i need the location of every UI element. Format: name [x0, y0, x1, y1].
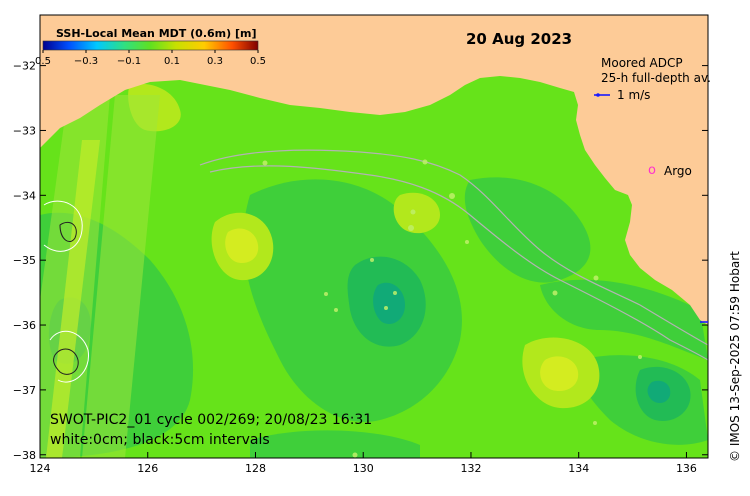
swot-info-line1: SWOT-PIC2_01 cycle 002/269; 20/08/23 16:…: [50, 412, 372, 428]
isobath-lines: [199, 149, 708, 361]
plot-border: [39, 14, 709, 459]
x-tick-label: 132: [460, 462, 481, 475]
y-tick-label: −33: [13, 124, 36, 137]
ssh-lowest-patches: [373, 282, 671, 404]
adcp-legend: Moored ADCP 25-h full-depth av. 1 m/s: [594, 56, 711, 102]
x-tick-label: 126: [137, 462, 158, 475]
date-label: 20 Aug 2023: [466, 30, 572, 48]
argo-legend: o Argo: [648, 163, 692, 178]
colorbar-tick-label: 0.1: [164, 56, 180, 67]
y-tick-label: −37: [13, 384, 36, 397]
swot-swath: [40, 95, 160, 458]
swot-info-line2: white:0cm; black:5cm intervals: [50, 432, 270, 448]
scale-arrow-dot: [596, 93, 600, 97]
argo-label: Argo: [664, 164, 692, 178]
contour-lines: [43, 200, 89, 383]
y-axis: −32 −33 −34 −35 −36 −37 −38: [13, 60, 708, 462]
y-tick-label: −38: [13, 449, 36, 462]
argo-marker: o: [648, 163, 656, 178]
colorbar-ticks: 0.5 −0.3 −0.1 0.1 0.3 0.5: [35, 50, 266, 67]
colorbar-tick-label: −0.1: [117, 56, 141, 67]
x-tick-label: 128: [245, 462, 266, 475]
colorbar-tick-label: −0.3: [74, 56, 98, 67]
colorbar: SSH-Local Mean MDT (0.6m) [m] 0.5 −0.3 −0.…: [35, 27, 266, 67]
y-tick-label: −32: [13, 60, 36, 73]
observation-points: [262, 159, 642, 458]
x-tick-label: 136: [676, 462, 697, 475]
adcp-subtitle: 25-h full-depth av.: [601, 71, 711, 85]
y-tick-label: −34: [13, 189, 36, 202]
colorbar-tick-label: 0.5: [35, 56, 51, 67]
x-tick-label: 124: [30, 462, 51, 475]
map-plot: [40, 15, 708, 458]
x-axis: 124 126 128 130 132 134 136: [30, 452, 697, 475]
x-tick-label: 134: [568, 462, 589, 475]
y-tick-label: −35: [13, 254, 36, 267]
adcp-title: Moored ADCP: [601, 56, 683, 70]
scale-label: 1 m/s: [617, 88, 650, 102]
colorbar-tick-label: 0.3: [207, 56, 223, 67]
y-tick-label: −36: [13, 319, 36, 332]
credit-label: © IMOS 13-Sep-2025 07:59 Hobart: [728, 251, 742, 462]
x-tick-label: 130: [353, 462, 374, 475]
colorbar-title: SSH-Local Mean MDT (0.6m) [m]: [56, 27, 256, 40]
colorbar-tick-label: 0.5: [250, 56, 266, 67]
ssh-higher-patches: [225, 228, 579, 392]
colorbar-gradient: [42, 40, 259, 51]
